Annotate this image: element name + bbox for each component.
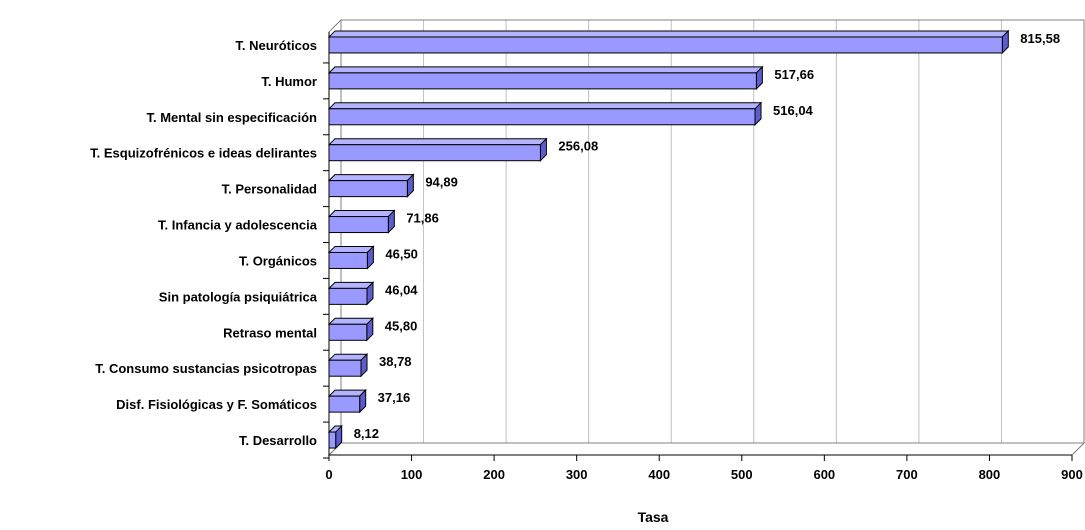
x-tick-label: 700 — [896, 467, 918, 482]
bar-top — [327, 174, 415, 182]
bars — [327, 29, 1010, 450]
category-label: Disf. Fisiológicas y F. Somáticos — [116, 397, 317, 412]
category-label: T. Consumo sustancias psicotropas — [95, 361, 317, 376]
x-tick-label: 600 — [813, 467, 835, 482]
bar — [328, 36, 1003, 54]
bar — [328, 395, 361, 413]
value-label: 45,80 — [385, 318, 418, 333]
x-axis-title: Tasa — [638, 509, 669, 525]
value-label: 37,16 — [378, 390, 411, 405]
bar-top — [327, 102, 763, 110]
bar — [328, 144, 541, 162]
value-label: 46,50 — [385, 246, 418, 261]
value-label: 8,12 — [354, 426, 379, 441]
axes — [323, 32, 1073, 461]
bar-top — [327, 281, 375, 289]
bar — [328, 359, 362, 377]
bar — [328, 431, 337, 449]
bar-top — [327, 317, 375, 325]
bar — [328, 180, 408, 198]
bar — [328, 72, 757, 90]
value-label: 516,04 — [773, 103, 814, 118]
labels: 0 100 200 300 400 500 600 700 800 900 T. Neurótico… — [90, 31, 1083, 482]
category-label: T. Humor — [261, 74, 317, 89]
value-label: 256,08 — [558, 139, 598, 154]
category-label: T. Desarrollo — [239, 433, 317, 448]
category-label: Retraso mental — [223, 325, 317, 340]
category-label: Sin patología psiquiátrica — [159, 289, 318, 304]
category-label: T. Esquizofrénicos e ideas delirantes — [90, 146, 317, 161]
x-tick-label: 800 — [979, 467, 1001, 482]
category-label: T. Orgánicos — [239, 253, 317, 268]
category-label: T. Infancia y adolescencia — [158, 218, 318, 233]
bar — [328, 108, 756, 126]
value-label: 94,89 — [425, 175, 458, 190]
bar-top — [327, 210, 396, 218]
category-label: T. Mental sin especificación — [147, 110, 318, 125]
bar-top — [327, 245, 375, 253]
x-tick-label: 200 — [483, 467, 505, 482]
bar — [328, 216, 389, 234]
value-label: 71,86 — [406, 211, 439, 226]
value-label: 517,66 — [774, 67, 814, 82]
x-tick-label: 300 — [566, 467, 588, 482]
x-tick-label: 900 — [1061, 467, 1083, 482]
floor — [327, 442, 1085, 456]
bar-top — [327, 66, 764, 74]
x-tick-label: 100 — [401, 467, 423, 482]
category-label: T. Neuróticos — [235, 38, 317, 53]
x-tick-label: 400 — [648, 467, 670, 482]
bar — [328, 251, 368, 269]
value-label: 815,58 — [1020, 31, 1060, 46]
category-label: T. Personalidad — [222, 182, 317, 197]
value-label: 38,78 — [379, 354, 412, 369]
x-tick-label: 0 — [325, 467, 332, 482]
bar — [328, 287, 368, 305]
x-tick-label: 500 — [731, 467, 753, 482]
value-label: 46,04 — [385, 282, 418, 297]
bar-top — [327, 30, 1010, 38]
bar-top — [327, 138, 548, 146]
bar — [328, 323, 368, 341]
